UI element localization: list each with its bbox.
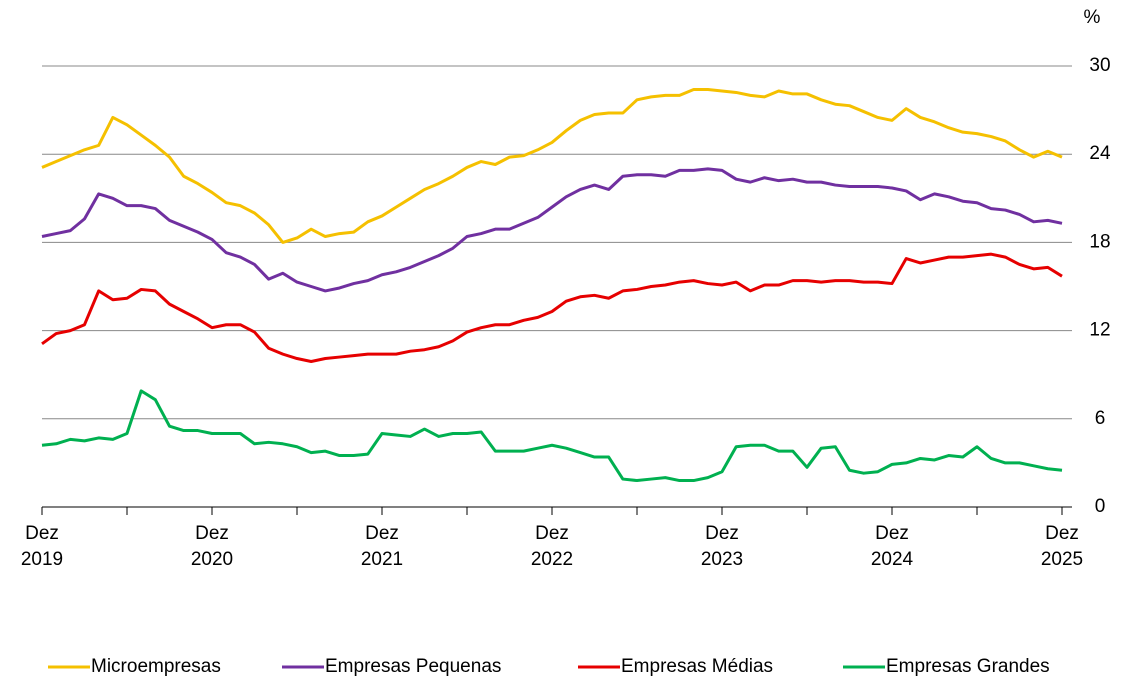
legend-label: Empresas Pequenas (325, 656, 501, 677)
x-tick-label: Dez 2021 (361, 523, 403, 570)
y-axis-unit: % (1084, 7, 1101, 28)
line-series (41, 167, 1063, 293)
x-tick-label: Dez 2022 (531, 523, 573, 570)
line-series (41, 88, 1063, 244)
x-tick-label: Dez 2020 (191, 523, 233, 570)
x-tick-label: Dez 2023 (701, 523, 743, 570)
y-tick-label: 6 (1095, 408, 1106, 429)
y-tick-label: 0 (1095, 496, 1106, 517)
y-tick-label: 12 (1089, 320, 1110, 341)
y-tick-label: 18 (1089, 231, 1110, 252)
y-tick-label: 24 (1089, 143, 1111, 164)
line-series (41, 252, 1063, 363)
line-series (41, 389, 1063, 483)
x-tick-label: Dez 2024 (871, 523, 914, 570)
legend-label: Empresas Médias (621, 656, 773, 677)
x-tick-label: Dez 2019 (21, 523, 63, 570)
x-tick-label: Dez 2025 (1041, 523, 1083, 570)
y-tick-label: 30 (1089, 55, 1110, 76)
legend-label: Microempresas (91, 656, 221, 677)
legend-label: Empresas Grandes (886, 656, 1050, 677)
